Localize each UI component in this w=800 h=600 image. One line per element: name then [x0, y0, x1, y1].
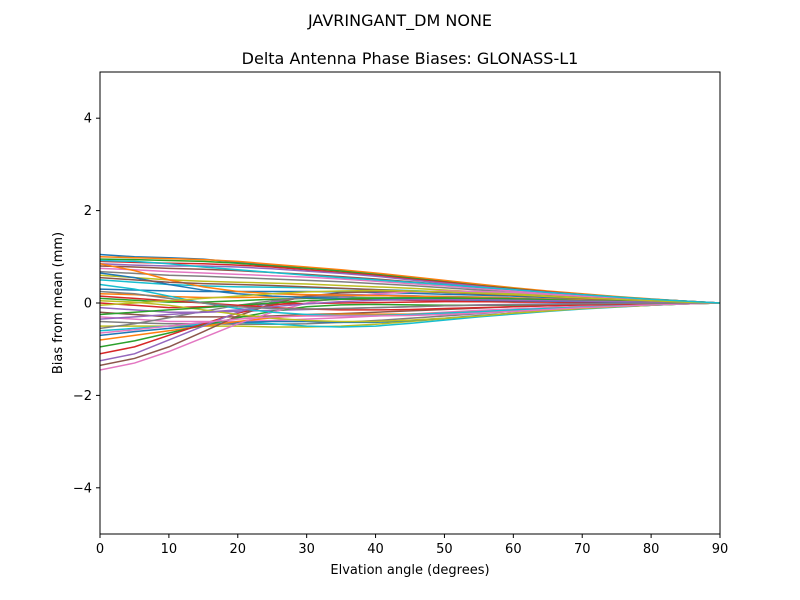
x-tick-label: 30 [298, 542, 315, 557]
x-tick-label: 0 [96, 542, 104, 557]
x-axis: 0 10 20 30 40 50 60 70 80 90 [96, 534, 728, 557]
series-line-38 [100, 290, 720, 310]
x-tick-label: 60 [505, 542, 522, 557]
y-axis: −4 −2 0 2 4 [73, 112, 100, 496]
chart-suptitle: JAVRINGANT_DM NONE [307, 11, 492, 31]
series-line-27 [100, 290, 720, 371]
series-line-35 [100, 299, 720, 320]
y-tick-label: 2 [84, 204, 92, 219]
x-tick-label: 10 [161, 542, 178, 557]
x-tick-label: 90 [712, 542, 729, 557]
x-axis-label: Elvation angle (degrees) [330, 563, 489, 578]
chart-title: Delta Antenna Phase Biases: GLONASS-L1 [242, 49, 579, 68]
x-tick-label: 40 [367, 542, 384, 557]
x-tick-label: 50 [436, 542, 453, 557]
y-tick-label: −2 [73, 389, 92, 404]
series-line-39 [100, 289, 720, 307]
series-layer [100, 253, 720, 371]
x-tick-label: 20 [230, 542, 247, 557]
x-tick-label: 80 [643, 542, 660, 557]
y-tick-label: 4 [84, 112, 92, 127]
x-tick-label: 70 [574, 542, 591, 557]
series-line-37 [100, 302, 720, 334]
y-tick-label: 0 [84, 297, 92, 312]
y-tick-label: −4 [73, 481, 92, 496]
series-line-40 [100, 259, 720, 304]
y-axis-label: Bias from mean (mm) [51, 232, 66, 374]
